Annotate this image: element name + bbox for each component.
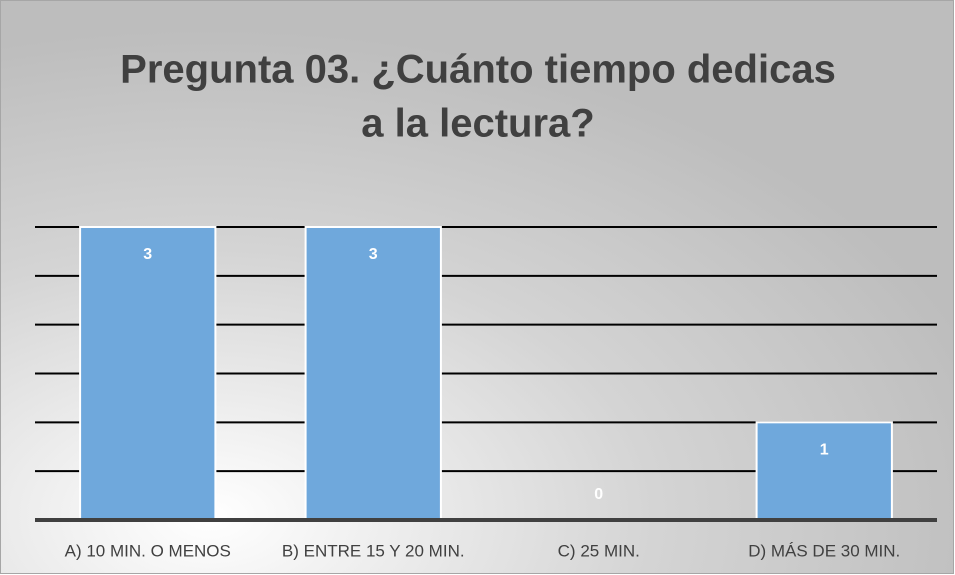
x-tick-label: C) 25 MIN. (558, 541, 640, 560)
bar (304, 226, 442, 521)
data-label: 3 (369, 246, 378, 263)
chart-title: Pregunta 03. ¿Cuánto tiempo dedicas (120, 48, 836, 92)
x-tick-label: D) MÁS DE 30 MIN. (748, 541, 900, 560)
x-tick-label: B) ENTRE 15 Y 20 MIN. (282, 541, 465, 560)
data-label: 3 (143, 246, 152, 263)
bar (755, 421, 893, 522)
data-label: 1 (820, 442, 829, 459)
x-tick-label: A) 10 MIN. O MENOS (65, 541, 231, 560)
data-label: 0 (594, 486, 603, 503)
bar (79, 226, 217, 521)
chart-title: a la lectura? (361, 102, 594, 146)
